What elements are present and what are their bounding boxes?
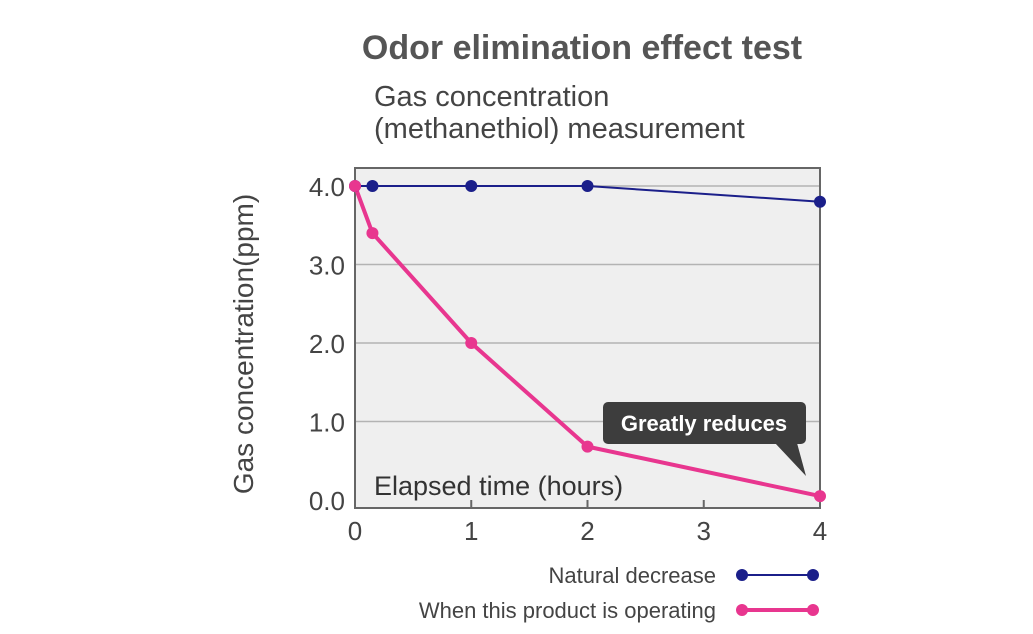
x-tick-label: 3	[697, 516, 711, 546]
x-tick-label: 2	[580, 516, 594, 546]
x-tick-labels: 0 1 2 3 4	[348, 500, 827, 546]
x-axis-label: Elapsed time (hours)	[374, 471, 623, 501]
y-tick-label: 2.0	[309, 329, 345, 359]
x-tick-label: 0	[348, 516, 362, 546]
legend-label: When this product is operating	[419, 598, 716, 623]
x-tick-label: 4	[813, 516, 827, 546]
data-point	[349, 180, 361, 192]
legend-marker	[736, 604, 748, 616]
legend-label: Natural decrease	[548, 563, 716, 588]
legend-marker	[807, 604, 819, 616]
legend-marker	[807, 569, 819, 581]
y-tick-labels: 0.0 1.0 2.0 3.0 4.0	[309, 172, 345, 516]
data-point	[465, 180, 478, 192]
y-tick-label: 0.0	[309, 486, 345, 516]
data-point	[366, 180, 379, 192]
data-point	[814, 195, 826, 208]
chart-subtitle-line2: (methanethiol) measurement	[374, 113, 745, 145]
chart-title: Odor elimination effect test	[362, 29, 802, 67]
y-tick-label: 3.0	[309, 251, 345, 281]
series-layer	[349, 180, 826, 503]
data-point	[366, 227, 379, 240]
callout: Greatly reduces	[603, 402, 806, 476]
callout-box	[603, 402, 806, 444]
legend: Natural decrease When this product is ope…	[419, 563, 819, 623]
legend-marker	[736, 569, 748, 581]
y-axis-label: Gas concentration(ppm)	[228, 194, 259, 494]
data-point	[814, 490, 826, 503]
plot-area	[355, 168, 820, 508]
y-tick-label: 4.0	[309, 172, 345, 202]
chart-subtitle-line1: Gas concentration	[374, 81, 609, 113]
data-point	[581, 180, 594, 192]
y-tick-label: 1.0	[309, 408, 345, 438]
data-point	[581, 440, 594, 453]
x-tick-label: 1	[464, 516, 478, 546]
callout-pointer	[775, 443, 806, 476]
callout-text: Greatly reduces	[621, 411, 787, 436]
data-point	[465, 337, 478, 349]
